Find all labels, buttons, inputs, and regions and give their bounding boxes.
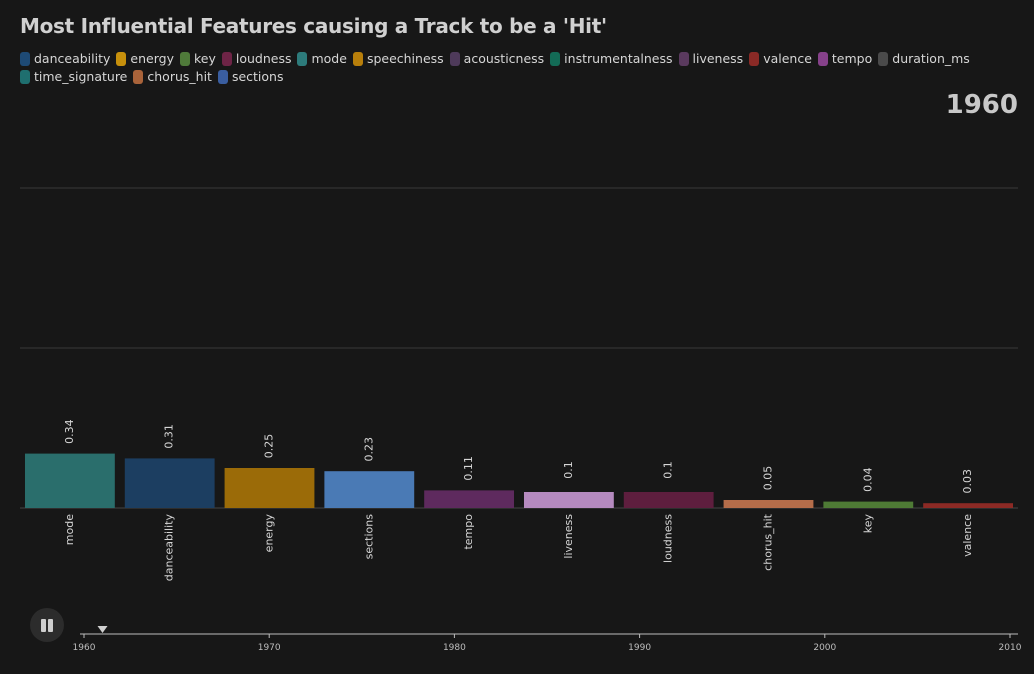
data-label: 0.05 — [762, 466, 775, 491]
legend-label: instrumentalness — [564, 51, 673, 66]
timeline-tick-label: 2000 — [813, 643, 836, 653]
data-label: 0.25 — [263, 434, 276, 459]
legend-swatch — [449, 51, 460, 66]
category-label: sections — [362, 514, 375, 560]
legend-swatch — [878, 51, 889, 66]
legend-label: acousticness — [463, 51, 545, 66]
data-label: 0.04 — [861, 467, 874, 492]
legend-swatch — [817, 51, 828, 66]
legend-item-loudness[interactable]: loudness — [221, 50, 292, 67]
legend-label: sections — [231, 69, 284, 84]
legend-label: liveness — [692, 51, 744, 66]
legend-item-mode[interactable]: mode — [297, 50, 347, 67]
legend-label: time_signature — [34, 69, 128, 84]
data-label: 0.1 — [662, 461, 675, 479]
category-label: loudness — [662, 514, 675, 563]
legend-label: valence — [763, 51, 812, 66]
legend-label: mode — [311, 51, 347, 66]
chart-title: Most Influential Features causing a Trac… — [20, 14, 607, 38]
timeline-handle[interactable] — [97, 626, 108, 633]
data-label: 0.34 — [63, 419, 76, 444]
current-year-label: 1960 — [945, 90, 1018, 120]
data-label: 0.03 — [961, 469, 974, 494]
legend-item-time_signature[interactable]: time_signature — [20, 68, 127, 85]
timeline-tick-label: 2010 — [999, 643, 1022, 653]
legend-swatch — [133, 69, 144, 84]
legend-swatch — [550, 51, 561, 66]
legend-item-valence[interactable]: valence — [749, 50, 812, 67]
bar-liveness — [523, 492, 614, 508]
legend-item-energy[interactable]: energy — [116, 50, 174, 67]
bar-sections — [324, 471, 415, 508]
pause-icon — [41, 619, 46, 632]
legend: danceability energy key loudness mode speechi… — [20, 50, 1010, 85]
bar-energy — [224, 468, 315, 508]
bar-mode — [24, 453, 115, 508]
legend-label: key — [193, 51, 216, 66]
legend-item-duration_ms[interactable]: duration_ms — [878, 50, 970, 67]
legend-swatch — [678, 51, 689, 66]
legend-item-danceability[interactable]: danceability — [20, 50, 110, 67]
legend-label: tempo — [831, 51, 873, 66]
legend-swatch — [749, 51, 760, 66]
category-label: valence — [961, 514, 974, 557]
timeline-tick-label: 1960 — [73, 643, 96, 653]
category-label: mode — [63, 514, 76, 545]
timeline-tick-label: 1980 — [443, 643, 466, 653]
legend-swatch — [217, 69, 228, 84]
legend-swatch — [179, 51, 190, 66]
legend-swatch — [116, 51, 127, 66]
bar-tempo — [424, 490, 515, 508]
legend-item-acousticness[interactable]: acousticness — [449, 50, 545, 67]
category-label: tempo — [462, 514, 475, 550]
legend-swatch — [20, 51, 30, 66]
legend-swatch — [352, 51, 363, 66]
legend-swatch — [221, 51, 232, 66]
legend-label: chorus_hit — [147, 69, 212, 84]
category-label: danceability — [163, 514, 176, 582]
legend-label: danceability — [34, 51, 111, 66]
data-label: 0.31 — [163, 424, 176, 449]
bar-chorus_hit — [723, 500, 814, 508]
timeline-tick-label: 1990 — [628, 643, 651, 653]
bar-danceability — [124, 458, 215, 508]
bar-key — [823, 501, 914, 508]
category-label: chorus_hit — [762, 513, 775, 571]
legend-item-chorus_hit[interactable]: chorus_hit — [133, 68, 212, 85]
pause-button[interactable] — [30, 608, 64, 642]
legend-label: speechiness — [366, 51, 444, 66]
legend-item-sections[interactable]: sections — [217, 68, 284, 85]
category-label: liveness — [562, 514, 575, 559]
legend-item-liveness[interactable]: liveness — [678, 50, 744, 67]
timeline-tick-label: 1970 — [258, 643, 281, 653]
legend-label: energy — [130, 51, 174, 66]
data-label: 0.23 — [362, 437, 375, 462]
legend-label: duration_ms — [892, 51, 970, 66]
legend-item-key[interactable]: key — [179, 50, 216, 67]
category-label: key — [861, 514, 874, 534]
data-label: 0.1 — [562, 461, 575, 479]
category-label: energy — [263, 514, 276, 553]
bar-loudness — [623, 492, 714, 508]
data-label: 0.11 — [462, 456, 475, 481]
legend-swatch — [20, 69, 30, 84]
legend-item-speechiness[interactable]: speechiness — [352, 50, 444, 67]
legend-item-instrumentalness[interactable]: instrumentalness — [550, 50, 673, 67]
bar-valence — [923, 503, 1014, 508]
legend-label: loudness — [235, 51, 292, 66]
legend-swatch — [297, 51, 308, 66]
legend-item-tempo[interactable]: tempo — [817, 50, 873, 67]
